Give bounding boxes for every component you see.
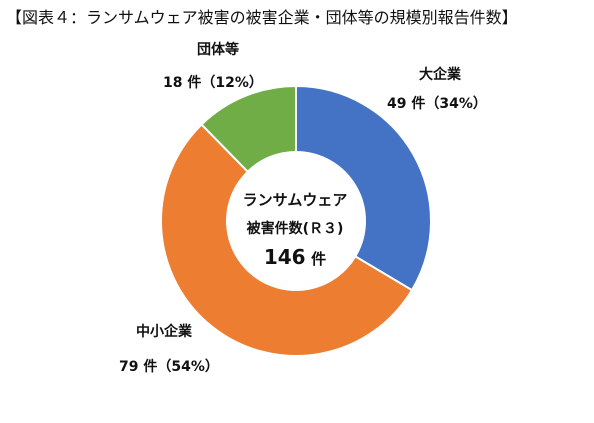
center-total-unit: 件	[311, 250, 327, 268]
chart-title: 【図表４：ランサムウェア被害の被害企業・団体等の規模別報告件数】	[6, 8, 518, 27]
slice-group	[200, 84, 297, 174]
center-label-line2: 被害件数(Ｒ３)	[246, 221, 344, 237]
label-category-group: 団体等	[197, 42, 239, 58]
center-total-value: 146	[263, 245, 306, 269]
label-category-large: 大企業	[419, 67, 461, 83]
label-value-group: 18 件（12%）	[163, 75, 263, 91]
center-total: 146 件	[225, 245, 365, 269]
slice-large	[295, 84, 432, 292]
label-category-sme: 中小企業	[136, 324, 192, 340]
label-value-large: 49 件（34%）	[387, 96, 487, 112]
slice-sme	[160, 123, 414, 357]
label-value-sme: 79 件（54%）	[119, 359, 219, 375]
center-label-line1: ランサムウェア	[242, 191, 348, 209]
